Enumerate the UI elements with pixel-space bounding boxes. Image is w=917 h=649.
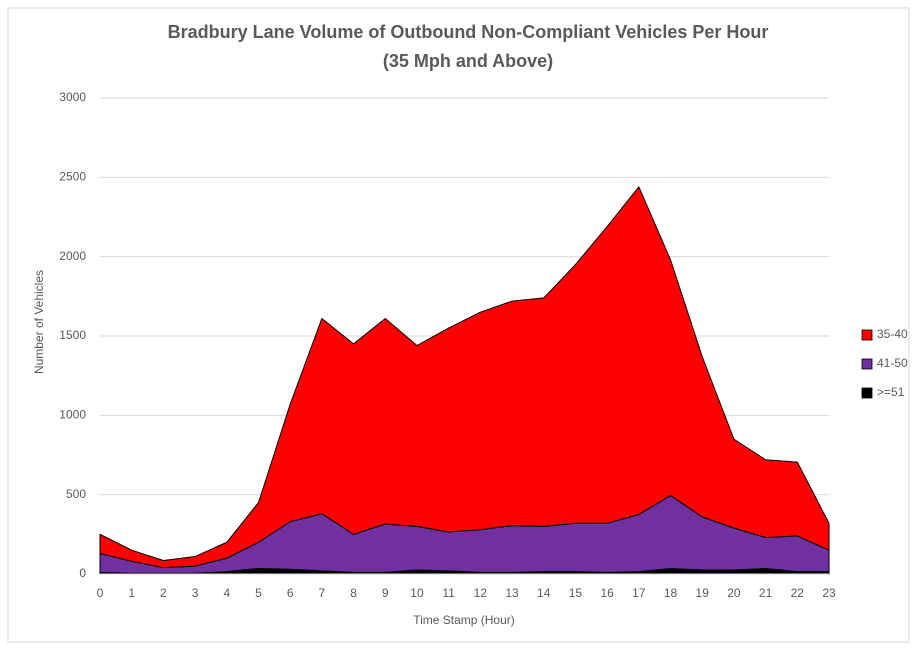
legend-label: 41-50: [877, 356, 908, 370]
chart-title: Bradbury Lane Volume of Outbound Non-Com…: [168, 22, 769, 42]
x-tick-label: 10: [410, 586, 424, 600]
x-tick-label: 17: [632, 586, 646, 600]
y-tick-label: 0: [79, 566, 86, 580]
x-tick-label: 19: [696, 586, 710, 600]
y-tick-label: 2000: [59, 249, 86, 263]
x-tick-label: 8: [350, 586, 357, 600]
legend-swatch: [861, 329, 873, 341]
x-tick-label: 23: [822, 586, 836, 600]
y-tick-label: 2500: [59, 170, 86, 184]
x-tick-label: 15: [569, 586, 583, 600]
x-tick-label: 13: [505, 586, 519, 600]
x-tick-label: 14: [537, 586, 551, 600]
x-tick-label: 16: [600, 586, 614, 600]
y-tick-label: 3000: [59, 90, 86, 104]
legend-swatch: [861, 387, 873, 399]
x-tick-label: 5: [255, 586, 262, 600]
chart-subtitle: (35 Mph and Above): [383, 51, 553, 71]
x-tick-label: 4: [223, 586, 230, 600]
legend-label: 35-40: [877, 327, 908, 341]
y-axis-label: Number of Vehicles: [32, 270, 46, 374]
x-tick-label: 3: [192, 586, 199, 600]
x-tick-label: 0: [97, 586, 104, 600]
legend-label: >=51: [877, 385, 905, 399]
x-tick-label: 7: [319, 586, 326, 600]
x-tick-label: 9: [382, 586, 389, 600]
x-tick-label: 20: [727, 586, 741, 600]
x-axis-label: Time Stamp (Hour): [413, 613, 515, 627]
y-tick-label: 500: [66, 487, 86, 501]
x-tick-label: 12: [474, 586, 488, 600]
legend-swatch: [861, 358, 873, 370]
x-tick-label: 18: [664, 586, 678, 600]
area: [99, 186, 830, 569]
y-tick-label: 1000: [59, 408, 86, 422]
x-tick-label: 1: [128, 586, 135, 600]
x-tick-label: 6: [287, 586, 294, 600]
x-tick-label: 21: [759, 586, 773, 600]
x-tick-label: 2: [160, 586, 167, 600]
x-tick-label: 11: [442, 586, 455, 600]
y-tick-label: 1500: [59, 328, 86, 342]
x-tick-label: 22: [791, 586, 805, 600]
